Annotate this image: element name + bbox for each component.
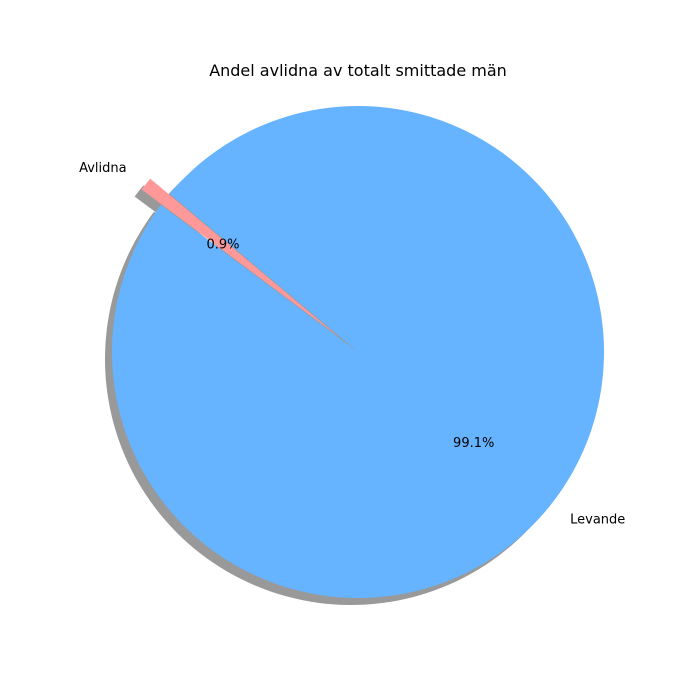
label-layer: Avlidna 0.9% Levande 99.1% <box>79 161 625 527</box>
pie-slice-levande <box>112 105 605 598</box>
chart-title: Andel avlidna av totalt smittade män <box>209 61 507 80</box>
slice-layer <box>112 105 605 598</box>
slice-label-avlidna: Avlidna <box>79 161 127 176</box>
slice-label-levande: Levande <box>570 513 625 528</box>
pie-slice-avlidna <box>141 178 339 337</box>
slice-percent-avlidna: 0.9% <box>206 238 239 253</box>
slice-percent-levande: 99.1% <box>453 436 494 451</box>
